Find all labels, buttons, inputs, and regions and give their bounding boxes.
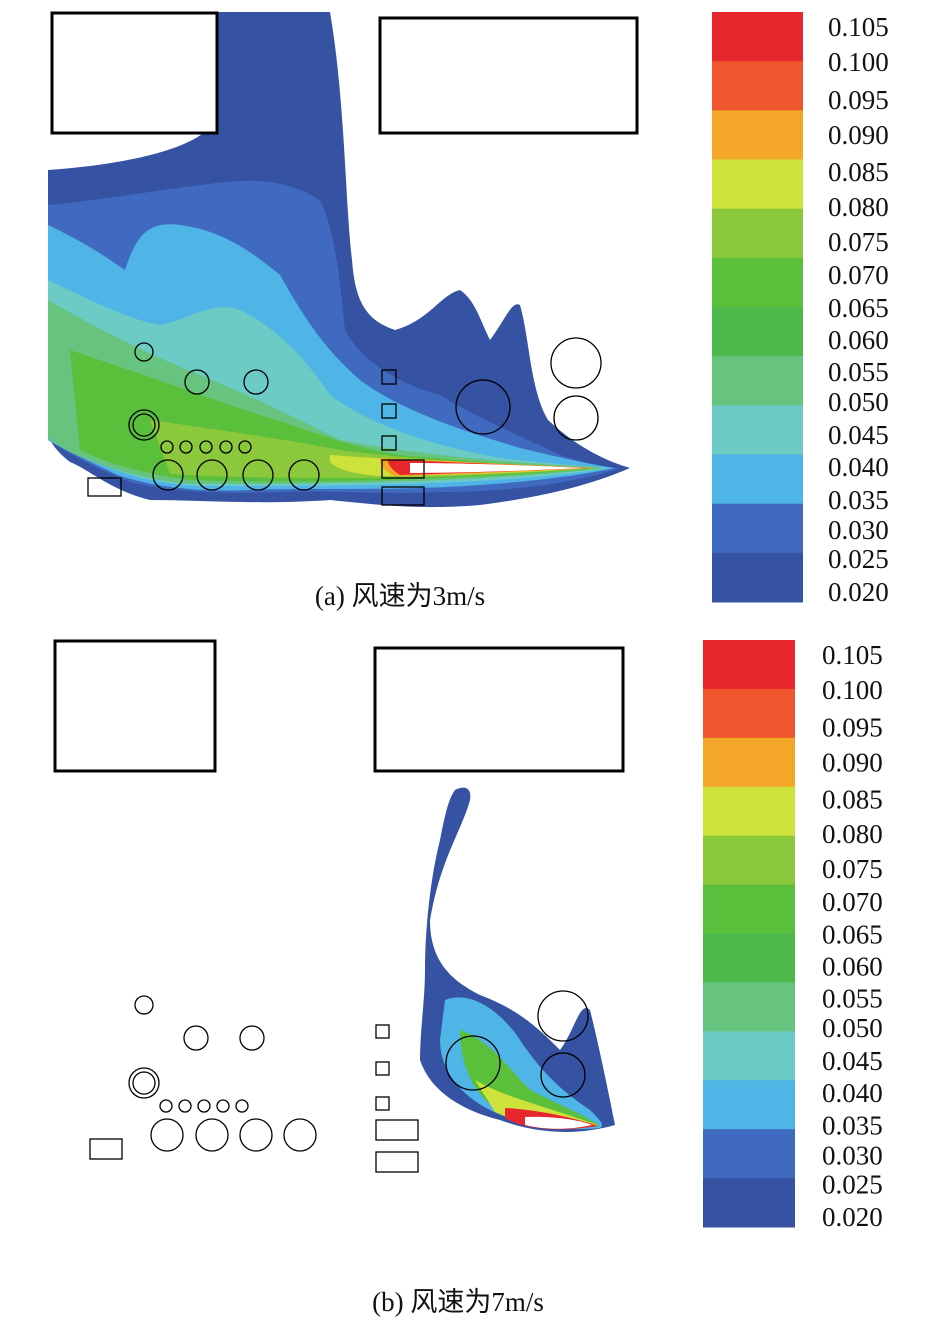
colorbar-band bbox=[712, 257, 803, 308]
colorbar-band bbox=[703, 982, 795, 1032]
colorbar-band bbox=[703, 933, 795, 983]
colorbar-band bbox=[703, 737, 795, 788]
colorbar-label: 0.045 bbox=[828, 420, 889, 450]
colorbar-band bbox=[703, 1080, 795, 1130]
equipment-b bbox=[89, 990, 589, 1173]
contour-hole bbox=[410, 463, 585, 473]
colorbar-label: 0.105 bbox=[822, 640, 883, 670]
caption: (b) 风速为7m/s bbox=[372, 1287, 544, 1317]
colorbar-label: 0.065 bbox=[822, 920, 883, 950]
building bbox=[53, 639, 217, 773]
colorbar-label: 0.090 bbox=[828, 120, 889, 150]
contour-level bbox=[440, 997, 602, 1130]
colorbar-label: 0.065 bbox=[828, 293, 889, 323]
building bbox=[373, 646, 625, 773]
colorbar-band bbox=[712, 552, 803, 603]
colorbar-band bbox=[712, 110, 803, 160]
colorbar-label: 0.080 bbox=[822, 819, 883, 849]
building bbox=[50, 11, 219, 135]
caption: (a) 风速为3m/s bbox=[315, 581, 485, 611]
colorbars: 0.1050.1000.0950.0900.0850.0800.0750.070… bbox=[703, 12, 889, 1232]
colorbar-label: 0.050 bbox=[828, 387, 889, 417]
colorbar-label: 0.030 bbox=[828, 515, 889, 545]
colorbar-label: 0.070 bbox=[828, 260, 889, 290]
colorbar-label: 0.050 bbox=[822, 1013, 883, 1043]
colorbar-label: 0.055 bbox=[822, 983, 883, 1013]
colorbar-label: 0.095 bbox=[828, 85, 889, 115]
building bbox=[378, 16, 639, 135]
colorbar-label: 0.025 bbox=[822, 1169, 883, 1199]
colorbar-band bbox=[712, 454, 803, 505]
colorbar-label: 0.085 bbox=[822, 784, 883, 814]
colorbar-band bbox=[712, 356, 803, 406]
colorbar-label: 0.035 bbox=[822, 1111, 883, 1141]
colorbar-band bbox=[712, 503, 803, 554]
colorbar-band bbox=[703, 1031, 795, 1081]
colorbar-label: 0.020 bbox=[828, 577, 889, 607]
contour-hole bbox=[525, 1116, 592, 1129]
colorbar-label: 0.070 bbox=[822, 887, 883, 917]
colorbar-band bbox=[712, 61, 803, 111]
colorbar-band bbox=[712, 159, 803, 210]
colorbar-band bbox=[712, 12, 803, 62]
colorbar-band bbox=[703, 1178, 795, 1228]
colorbar-band bbox=[703, 688, 795, 739]
colorbar-band bbox=[703, 640, 795, 690]
colorbar-band bbox=[712, 307, 803, 357]
colorbar-band bbox=[703, 786, 795, 837]
colorbar-label: 0.045 bbox=[822, 1046, 883, 1076]
colorbar-band bbox=[703, 1129, 795, 1179]
colorbar-label: 0.075 bbox=[822, 854, 883, 884]
colorbar-label: 0.100 bbox=[822, 675, 883, 705]
colorbar-label: 0.040 bbox=[828, 452, 889, 482]
colorbar-band bbox=[712, 208, 803, 259]
contour-plot-b bbox=[420, 787, 615, 1132]
colorbar-label: 0.040 bbox=[822, 1078, 883, 1108]
colorbar-label: 0.060 bbox=[828, 325, 889, 355]
colorbar-band bbox=[703, 835, 795, 886]
colorbar-label: 0.060 bbox=[822, 952, 883, 982]
colorbar-label: 0.095 bbox=[822, 713, 883, 743]
colorbar-label: 0.105 bbox=[828, 12, 889, 42]
colorbar-band bbox=[712, 405, 803, 455]
equipment-a bbox=[87, 337, 602, 506]
colorbar-label: 0.025 bbox=[828, 544, 889, 574]
colorbar-label: 0.020 bbox=[822, 1202, 883, 1232]
colorbar-label: 0.100 bbox=[828, 47, 889, 77]
colorbar-label: 0.030 bbox=[822, 1141, 883, 1171]
colorbar-label: 0.085 bbox=[828, 157, 889, 187]
colorbar-label: 0.055 bbox=[828, 357, 889, 387]
colorbar-band bbox=[703, 884, 795, 934]
colorbar-label: 0.090 bbox=[822, 748, 883, 778]
colorbar-label: 0.080 bbox=[828, 192, 889, 222]
colorbar-label: 0.075 bbox=[828, 227, 889, 257]
colorbar-label: 0.035 bbox=[828, 485, 889, 515]
